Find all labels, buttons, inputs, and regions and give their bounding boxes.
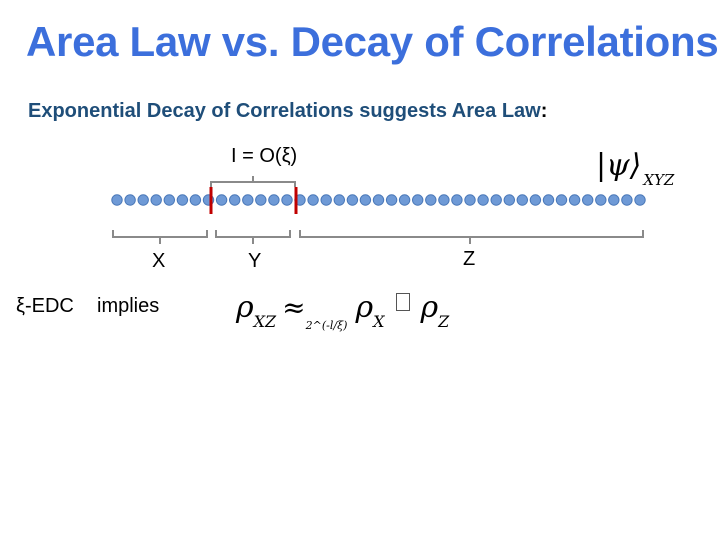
subtitle-text: Exponential Decay of Correlations sugges… — [28, 100, 541, 122]
approx-symbol: ≈ — [282, 291, 306, 324]
rho-z-subscript: Z — [438, 312, 450, 331]
chain-site — [215, 194, 228, 206]
rho-x-subscript: X — [373, 312, 385, 331]
chain-site — [189, 194, 202, 206]
rho-symbol: ρ — [420, 290, 439, 325]
chain-site — [542, 194, 555, 206]
chain-site — [595, 194, 607, 206]
chain-site — [568, 194, 581, 206]
chain-site — [137, 194, 149, 206]
chain-site — [529, 194, 542, 206]
chain-site — [582, 194, 594, 206]
z-bracket — [299, 230, 644, 244]
state-ket: |ψ⟩ XYZ — [596, 148, 674, 189]
x-bracket — [112, 230, 208, 244]
chain-site — [490, 194, 502, 206]
chain-site — [451, 194, 463, 206]
chain-site — [372, 194, 385, 206]
edc-label: ξ-EDC — [16, 295, 74, 317]
chain-site — [229, 194, 241, 206]
chain-site — [425, 194, 437, 206]
chain-site — [255, 194, 267, 206]
chain-site — [242, 194, 254, 206]
chain-site — [281, 194, 293, 206]
chain-site — [503, 194, 515, 206]
chain-site — [477, 194, 489, 206]
chain-site — [412, 194, 424, 206]
chain-site — [320, 194, 332, 206]
slide-subtitle: Exponential Decay of Correlations sugges… — [28, 100, 547, 123]
approx-subscript: 2^(-l/ξ) — [305, 319, 348, 332]
chain-site — [438, 194, 450, 206]
rho-symbol: ρ — [355, 290, 374, 325]
ket-subscript: XYZ — [643, 171, 675, 189]
approximation-formula: ρXZ ≈2^(-l/ξ)ρX ρZ — [236, 290, 449, 332]
chain-site — [385, 194, 398, 206]
rho-symbol: ρ — [236, 290, 254, 325]
slide-title: Area Law vs. Decay of Correlations — [26, 18, 719, 65]
chain-site — [516, 194, 528, 206]
y-bracket — [215, 230, 291, 244]
y-top-bracket — [210, 176, 296, 187]
subtitle-colon: : — [540, 100, 548, 122]
region-z-label: Z — [463, 248, 476, 270]
chain-site — [608, 194, 620, 206]
mutual-info-label: I = O(ξ) — [231, 145, 298, 167]
implies-label: implies — [97, 295, 160, 317]
ket-symbol: |ψ⟩ — [596, 148, 642, 183]
rho-xz-subscript: XZ — [253, 312, 277, 331]
chain-sites — [111, 194, 646, 206]
chain-site — [621, 194, 633, 206]
chain-site — [163, 194, 176, 206]
chain-site — [555, 194, 568, 206]
chain-site — [464, 194, 476, 206]
chain-site — [307, 194, 319, 206]
chain-site — [359, 194, 372, 206]
region-y-label: Y — [248, 250, 262, 272]
chain-site — [268, 194, 280, 206]
chain-site — [124, 194, 136, 206]
chain-site — [333, 194, 345, 206]
chain-site — [150, 194, 162, 206]
chain-site — [346, 194, 359, 206]
chain-site — [634, 194, 646, 206]
chain-site — [398, 194, 411, 206]
chain-site — [111, 194, 123, 206]
tensor-product-glyph — [396, 293, 411, 311]
chain-site — [176, 194, 189, 206]
region-x-label: X — [152, 250, 166, 272]
